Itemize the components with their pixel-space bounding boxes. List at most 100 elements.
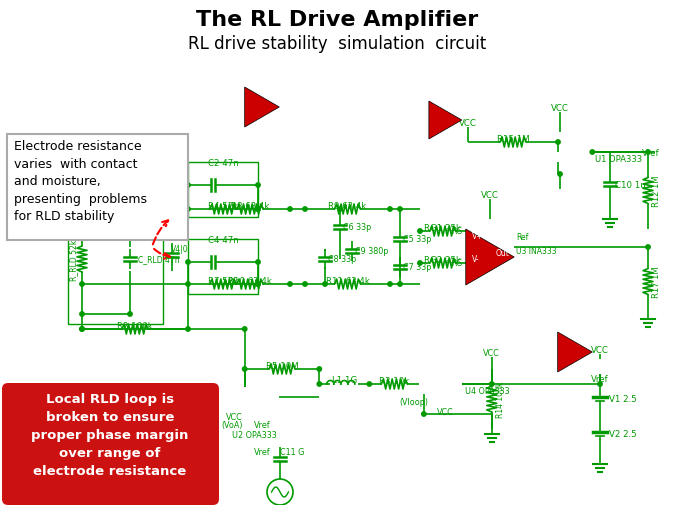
Text: R3 10k: R3 10k bbox=[379, 376, 409, 385]
Text: Ref: Ref bbox=[496, 237, 508, 246]
Text: +: + bbox=[434, 371, 442, 381]
Circle shape bbox=[418, 229, 422, 234]
Circle shape bbox=[338, 208, 342, 212]
Circle shape bbox=[398, 208, 402, 212]
Text: V2 2.5: V2 2.5 bbox=[609, 430, 637, 439]
Circle shape bbox=[80, 327, 84, 332]
Circle shape bbox=[186, 260, 190, 265]
Text: R10 63.4k: R10 63.4k bbox=[228, 276, 272, 285]
Text: RG: RG bbox=[452, 227, 463, 236]
Circle shape bbox=[388, 208, 392, 212]
Circle shape bbox=[80, 327, 84, 332]
Text: R7 52k: R7 52k bbox=[208, 276, 238, 285]
Text: (VoA): (VoA) bbox=[221, 421, 243, 430]
Text: −: − bbox=[563, 157, 572, 167]
Circle shape bbox=[558, 173, 562, 177]
Text: Ref: Ref bbox=[516, 233, 528, 242]
Circle shape bbox=[256, 260, 260, 265]
Circle shape bbox=[317, 367, 321, 372]
Text: C2 47n: C2 47n bbox=[208, 159, 239, 168]
Circle shape bbox=[80, 312, 84, 317]
Text: Local RLD loop is
broken to ensure
proper phase margin
over range of
electrode r: Local RLD loop is broken to ensure prope… bbox=[31, 392, 189, 477]
Text: VCC: VCC bbox=[483, 348, 500, 358]
Polygon shape bbox=[245, 88, 279, 128]
Circle shape bbox=[646, 245, 650, 249]
Circle shape bbox=[367, 382, 371, 386]
Circle shape bbox=[489, 382, 494, 386]
Circle shape bbox=[317, 382, 321, 386]
Text: VCC: VCC bbox=[459, 119, 477, 128]
Text: V1 2.5: V1 2.5 bbox=[609, 395, 637, 403]
Circle shape bbox=[556, 140, 560, 145]
Polygon shape bbox=[429, 102, 462, 140]
Text: C8 33p: C8 33p bbox=[328, 255, 357, 264]
Text: L1 1G: L1 1G bbox=[332, 375, 357, 384]
Text: V+: V+ bbox=[472, 231, 483, 240]
Circle shape bbox=[288, 282, 293, 287]
Circle shape bbox=[128, 312, 132, 317]
Text: R14 100k: R14 100k bbox=[496, 381, 505, 417]
Circle shape bbox=[186, 208, 190, 212]
Circle shape bbox=[388, 282, 392, 287]
Text: U4 OPA333: U4 OPA333 bbox=[465, 386, 510, 395]
Circle shape bbox=[590, 150, 594, 155]
Circle shape bbox=[256, 282, 260, 287]
Circle shape bbox=[303, 282, 307, 287]
Text: C4 47n: C4 47n bbox=[208, 235, 239, 244]
Text: C9 380p: C9 380p bbox=[355, 247, 388, 256]
Text: C10 1u: C10 1u bbox=[615, 180, 646, 189]
Text: R15 1M: R15 1M bbox=[497, 135, 529, 144]
Text: −: − bbox=[249, 401, 259, 411]
Text: R4 52k: R4 52k bbox=[208, 201, 238, 211]
Text: R17 1M: R17 1M bbox=[652, 266, 661, 297]
Text: (Vloop): (Vloop) bbox=[400, 397, 429, 406]
Text: C5 33p: C5 33p bbox=[403, 235, 431, 244]
Circle shape bbox=[418, 261, 422, 266]
Text: V3|0: V3|0 bbox=[171, 191, 189, 200]
Text: +: + bbox=[563, 139, 571, 148]
Text: U3 INA333: U3 INA333 bbox=[516, 247, 557, 256]
Circle shape bbox=[256, 183, 260, 188]
Text: C7 33p: C7 33p bbox=[403, 263, 431, 272]
Text: Vref: Vref bbox=[642, 148, 660, 157]
Text: RG2 25k: RG2 25k bbox=[425, 256, 462, 265]
Text: R5 10M: R5 10M bbox=[266, 361, 299, 370]
Text: VCC: VCC bbox=[551, 104, 569, 113]
Polygon shape bbox=[466, 230, 514, 285]
Circle shape bbox=[422, 412, 426, 417]
Text: U2 OPA333: U2 OPA333 bbox=[232, 431, 276, 440]
Circle shape bbox=[80, 203, 84, 207]
Circle shape bbox=[186, 183, 190, 188]
Text: U1 OPA333: U1 OPA333 bbox=[595, 154, 642, 163]
Text: Vref: Vref bbox=[253, 421, 270, 430]
Text: R2 100k: R2 100k bbox=[117, 321, 153, 330]
Text: C_RLD 47n: C_RLD 47n bbox=[138, 255, 180, 264]
Text: VCC: VCC bbox=[437, 408, 454, 417]
Circle shape bbox=[598, 382, 602, 386]
Circle shape bbox=[646, 150, 650, 155]
Circle shape bbox=[80, 208, 84, 212]
Text: The RL Drive Amplifier: The RL Drive Amplifier bbox=[196, 10, 478, 30]
Text: Out: Out bbox=[496, 248, 510, 257]
Polygon shape bbox=[557, 332, 592, 372]
Circle shape bbox=[288, 208, 293, 212]
FancyBboxPatch shape bbox=[7, 135, 188, 240]
Text: Vref: Vref bbox=[591, 374, 609, 383]
Text: R8 63.4k: R8 63.4k bbox=[231, 201, 269, 211]
Text: C6 33p: C6 33p bbox=[343, 223, 371, 232]
Text: V-: V- bbox=[472, 255, 479, 264]
Text: Vref: Vref bbox=[253, 447, 270, 456]
Circle shape bbox=[243, 327, 247, 332]
Circle shape bbox=[398, 282, 402, 287]
Text: R_RLD 52k: R_RLD 52k bbox=[69, 239, 78, 280]
Text: Electrode resistance
varies  with contact
and moisture,
presenting  problems
for: Electrode resistance varies with contact… bbox=[14, 140, 147, 223]
Text: C11 G: C11 G bbox=[280, 447, 305, 456]
Circle shape bbox=[186, 282, 190, 287]
Circle shape bbox=[256, 282, 260, 287]
Text: R9 63.4k: R9 63.4k bbox=[328, 201, 367, 211]
Text: VCC: VCC bbox=[226, 413, 243, 422]
Circle shape bbox=[256, 208, 260, 212]
Circle shape bbox=[256, 208, 260, 212]
Circle shape bbox=[303, 208, 307, 212]
Circle shape bbox=[186, 327, 190, 332]
